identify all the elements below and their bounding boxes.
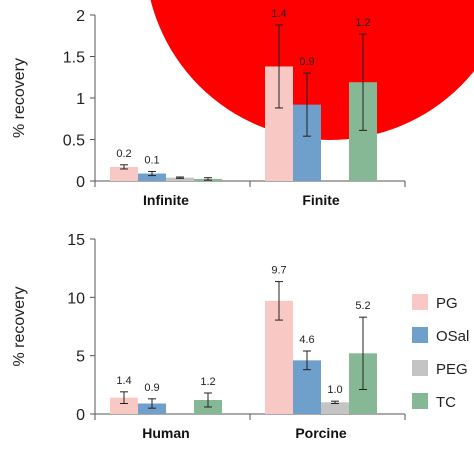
- legend-entry: OSal: [412, 327, 469, 345]
- y-axis-label: % recovery: [11, 286, 28, 366]
- chart-bottom: 0 5 10 15 % recovery Human 1.4 0.9 1.2 Porcine 9.7…: [11, 232, 406, 441]
- data-label: 1.2: [355, 17, 370, 29]
- bar-pg: [110, 166, 138, 181]
- data-label: 4.6: [299, 334, 314, 346]
- legend-label-osal: OSal: [436, 328, 469, 345]
- x-category-label: Porcine: [295, 425, 347, 441]
- y-tick-label: 0: [76, 407, 85, 424]
- chart-top: 0 0.5 1 1.5 2 % recovery Infinite 0.2 0.1 Finite 1…: [11, 8, 406, 208]
- data-label: 1.2: [200, 376, 215, 388]
- y-axis-label: % recovery: [11, 58, 28, 138]
- data-label: 0.1: [144, 154, 159, 166]
- legend-label-peg: PEG: [436, 361, 468, 378]
- data-label: 0.9: [299, 56, 314, 68]
- y-tick-label: 5: [76, 349, 85, 366]
- y-tick-label: 15: [67, 232, 85, 249]
- x-category-label: Finite: [302, 192, 340, 208]
- bar-osal: [138, 403, 166, 414]
- legend-swatch-peg: [412, 360, 428, 376]
- legend-swatch-osal: [412, 327, 428, 343]
- y-tick-label: 1.5: [63, 50, 85, 67]
- legend-entry: PEG: [412, 360, 468, 378]
- bar-peg: [166, 177, 194, 181]
- legend: PG OSal PEG TC: [412, 294, 469, 411]
- data-label: 0.9: [144, 382, 159, 394]
- y-tick-label: 0.5: [63, 133, 85, 150]
- data-label: 1.0: [327, 384, 342, 396]
- data-label: 1.4: [271, 8, 286, 20]
- legend-swatch-tc: [412, 393, 428, 409]
- bar-peg: [321, 402, 349, 414]
- x-category-label: Infinite: [143, 192, 189, 208]
- y-tick-label: 2: [76, 8, 85, 25]
- legend-label-pg: PG: [436, 295, 458, 312]
- decorative-red-circle: [150, 0, 474, 140]
- y-tick-label: 0: [76, 174, 85, 191]
- y-tick-label: 1: [76, 91, 85, 108]
- legend-entry: TC: [412, 393, 456, 411]
- data-label: 1.4: [116, 375, 131, 387]
- legend-entry: PG: [412, 294, 458, 312]
- data-label: 0.2: [116, 148, 131, 160]
- y-tick-label: 10: [67, 290, 85, 307]
- bar-osal: [138, 173, 166, 181]
- legend-label-tc: TC: [436, 394, 456, 411]
- data-label: 9.7: [271, 265, 286, 277]
- data-label: 5.2: [355, 300, 370, 312]
- x-category-label: Human: [142, 425, 189, 441]
- legend-swatch-pg: [412, 294, 428, 310]
- bar-pg: [110, 397, 138, 414]
